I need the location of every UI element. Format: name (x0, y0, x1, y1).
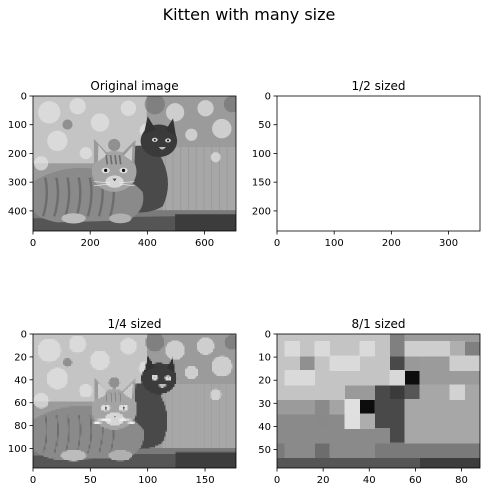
x-tick-label: 0 (30, 238, 36, 249)
axes-frame (32, 333, 237, 469)
kitten-image-3 (33, 334, 236, 468)
x-tick-label: 200 (81, 238, 100, 249)
x-tick-label: 600 (195, 238, 214, 249)
y-tick-label: 0 (21, 92, 27, 103)
y-tick-label: 200 (8, 149, 27, 160)
y-tick-label: 10 (258, 353, 271, 364)
x-tick-label: 100 (138, 475, 157, 486)
x-tick-label: 0 (30, 475, 36, 486)
y-tick-label: 40 (258, 422, 271, 433)
x-tick-label: 80 (455, 475, 468, 486)
y-tick-label: 150 (252, 178, 271, 189)
figure-suptitle: Kitten with many size (163, 5, 336, 24)
subplot-1-4-sized: 1/4 sized 0 50 100 150 0 20 40 60 80 100 (8, 317, 237, 486)
y-tick-label: 200 (252, 206, 271, 217)
subplot-title: 8/1 sized (351, 317, 405, 331)
y-tick-label: 40 (14, 375, 27, 386)
axes-frame (276, 333, 481, 469)
x-tick-label: 400 (138, 238, 157, 249)
y-tick-label: 0 (21, 330, 27, 341)
axes-frame (276, 95, 481, 232)
x-tick-label: 200 (382, 238, 401, 249)
subplot-1-2-sized: 1/2 sized 0 100 200 300 0 50 100 150 200 (252, 79, 481, 249)
kitten-image-1 (33, 96, 236, 231)
subplot-original-image: Original image 0 200 400 600 0 100 200 300 400 (8, 79, 237, 249)
x-tick-label: 60 (409, 475, 422, 486)
y-tick-label: 100 (252, 149, 271, 160)
y-tick-label: 80 (14, 421, 27, 432)
y-tick-label: 50 (258, 120, 271, 131)
y-tick-label: 100 (8, 120, 27, 131)
subplot-title: 1/2 sized (351, 79, 405, 93)
y-tick-label: 60 (14, 398, 27, 409)
x-tick-label: 100 (325, 238, 344, 249)
x-tick-label: 150 (195, 475, 214, 486)
subplot-8-1-sized: 8/1 sized 0 20 40 60 80 0 10 20 30 40 50 (258, 317, 481, 486)
x-tick-label: 300 (439, 238, 458, 249)
axes-frame (32, 95, 237, 232)
subplot-title: 1/4 sized (107, 317, 161, 331)
y-tick-label: 400 (8, 206, 27, 217)
x-tick-label: 0 (274, 475, 280, 486)
x-tick-label: 20 (317, 475, 330, 486)
y-tick-label: 20 (258, 376, 271, 387)
y-tick-label: 30 (258, 399, 271, 410)
subplot-title: Original image (90, 79, 178, 93)
x-tick-label: 50 (84, 475, 97, 486)
y-tick-label: 100 (8, 444, 27, 455)
y-tick-label: 0 (265, 92, 271, 103)
x-tick-label: 0 (274, 238, 280, 249)
y-tick-label: 300 (8, 178, 27, 189)
x-tick-label: 40 (363, 475, 376, 486)
kitten-image-2 (277, 96, 480, 231)
y-tick-label: 20 (14, 352, 27, 363)
y-tick-label: 0 (265, 330, 271, 341)
y-tick-label: 50 (258, 445, 271, 456)
kitten-image-4 (277, 334, 480, 468)
